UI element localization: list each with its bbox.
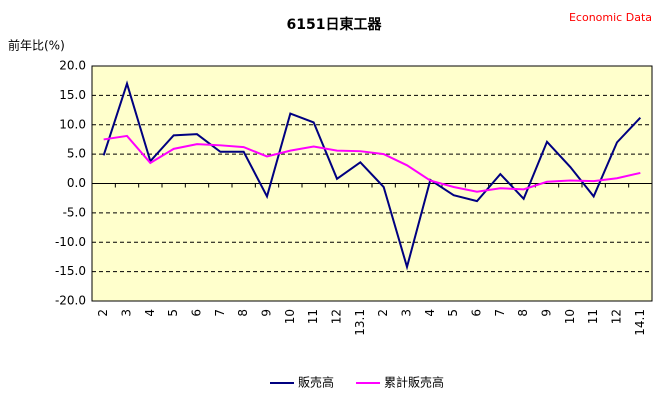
x-tick-label: 11 — [306, 309, 320, 324]
y-tick-label: 5.0 — [67, 147, 86, 161]
x-tick-label: 11 — [586, 309, 600, 324]
source-label: Economic Data — [569, 11, 652, 24]
x-tick-label: 8 — [236, 309, 250, 317]
x-tick-label: 10 — [563, 309, 577, 324]
x-tick-label: 9 — [540, 309, 554, 317]
x-tick-label: 2 — [376, 309, 390, 317]
x-tick-label: 7 — [493, 309, 507, 317]
y-tick-label: -5.0 — [63, 205, 86, 219]
x-tick-label: 7 — [213, 309, 227, 317]
y-tick-label: -10.0 — [55, 235, 86, 249]
y-tick-label: -20.0 — [55, 294, 86, 308]
legend-label: 販売高 — [298, 375, 334, 390]
y-tick-label: -15.0 — [55, 264, 86, 278]
y-axis-label: 前年比(%) — [8, 38, 65, 53]
y-tick-label: 20.0 — [59, 59, 86, 73]
x-tick-label: 6 — [190, 309, 204, 317]
x-tick-label: 9 — [260, 309, 274, 317]
x-tick-label: 2 — [96, 309, 110, 317]
x-tick-label: 8 — [516, 309, 530, 317]
x-tick-label: 13.1 — [353, 309, 367, 336]
y-tick-label: 0.0 — [67, 176, 86, 190]
chart-title: 6151日東工器 — [287, 16, 383, 33]
line-series — [102, 80, 642, 271]
x-tick-label: 3 — [120, 309, 134, 317]
x-tick-label: 4 — [143, 309, 157, 317]
x-tick-label: 3 — [400, 309, 414, 317]
y-tick-label: 10.0 — [59, 117, 86, 131]
x-tick-label: 6 — [470, 309, 484, 317]
x-tick-label: 14.1 — [633, 309, 647, 336]
x-tick-label: 10 — [283, 309, 297, 324]
x-tick-label: 5 — [166, 309, 180, 317]
x-tick-label: 5 — [446, 309, 460, 317]
line-series — [103, 134, 641, 193]
x-tick-label: 12 — [330, 309, 344, 324]
legend-label: 累計販売高 — [384, 375, 444, 390]
x-tick-label: 4 — [423, 309, 437, 317]
y-tick-label: 15.0 — [59, 88, 86, 102]
x-tick-label: 12 — [610, 309, 624, 324]
